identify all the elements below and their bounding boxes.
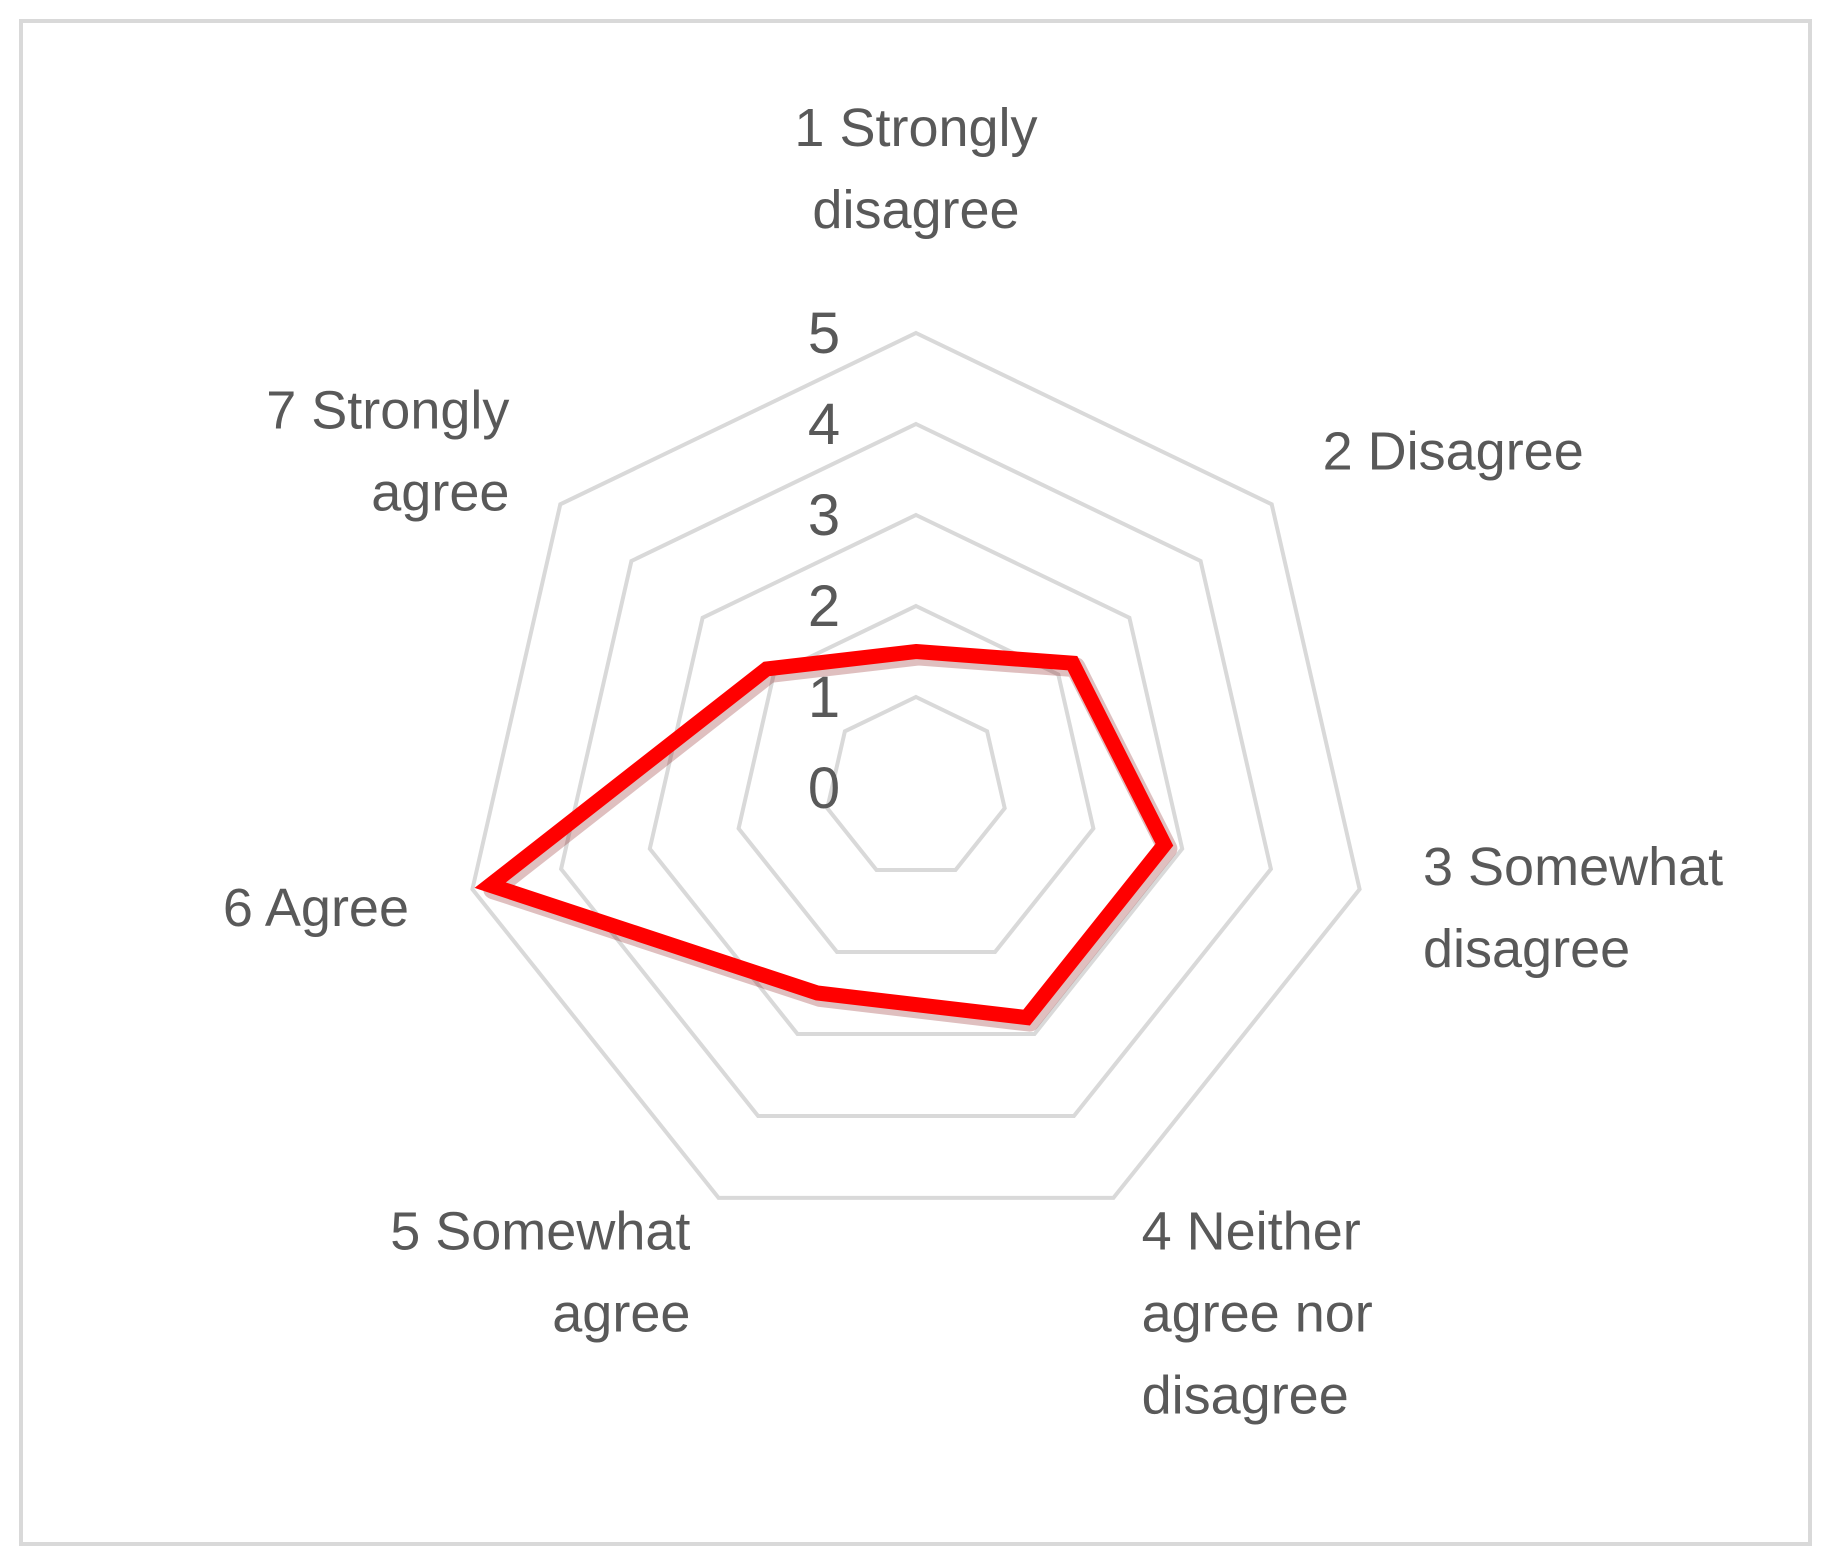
series-point-2 xyxy=(1065,656,1080,671)
tick-label-3: 3 xyxy=(808,483,840,548)
series-point-4 xyxy=(1019,1010,1034,1025)
radial-tick-labels: 0 1 2 3 4 5 xyxy=(808,301,840,821)
category-label-line: agree xyxy=(371,462,509,522)
series-layer xyxy=(474,643,1178,1032)
category-label-7: 7 Strongly agree xyxy=(266,380,509,522)
category-label-line: agree nor xyxy=(1142,1284,1373,1344)
category-label-4: 4 Neither agree nor disagree xyxy=(1142,1202,1373,1426)
category-label-line: disagree xyxy=(812,180,1019,240)
category-label-2: 2 Disagree xyxy=(1323,421,1584,481)
category-label-line: agree xyxy=(552,1284,690,1344)
tick-label-4: 4 xyxy=(808,392,840,457)
tick-label-1: 1 xyxy=(808,665,840,730)
grid-ring-1 xyxy=(825,694,1007,872)
grid-ring-5 xyxy=(470,330,1362,1200)
category-label-3: 3 Somewhat disagree xyxy=(1423,837,1723,979)
series-point-5 xyxy=(810,986,825,1000)
tick-label-2: 2 xyxy=(808,574,840,639)
tick-label-5: 5 xyxy=(808,301,840,366)
category-label-line: 6 Agree xyxy=(223,878,409,938)
series-line-0 xyxy=(474,643,1174,1026)
series-point-1 xyxy=(909,644,923,659)
series-point-3 xyxy=(1157,837,1172,852)
category-label-1: 1 Strongly disagree xyxy=(794,98,1037,240)
grid-ring-4 xyxy=(558,421,1274,1118)
category-labels: 1 Strongly disagree 2 Disagree 3 Somewhat di… xyxy=(223,98,1723,1426)
series-point-7 xyxy=(759,661,774,676)
category-label-line: 7 Strongly xyxy=(266,380,509,440)
category-label-line: 5 Somewhat xyxy=(390,1202,690,1262)
category-label-line: disagree xyxy=(1142,1366,1349,1426)
radar-grid xyxy=(470,330,1362,1200)
grid-ring-2 xyxy=(736,603,1096,954)
category-label-line: disagree xyxy=(1423,919,1630,979)
category-label-6: 6 Agree xyxy=(223,878,409,938)
tick-label-0: 0 xyxy=(808,756,840,821)
category-label-line: 1 Strongly xyxy=(794,98,1037,158)
chart-frame xyxy=(19,19,1812,1546)
category-label-5: 5 Somewhat agree xyxy=(390,1202,690,1344)
grid-ring-3 xyxy=(647,512,1185,1036)
category-label-line: 3 Somewhat xyxy=(1423,837,1723,897)
category-label-line: 4 Neither xyxy=(1142,1202,1361,1262)
category-label-line: 2 Disagree xyxy=(1323,421,1584,481)
series-point-6 xyxy=(483,878,498,893)
